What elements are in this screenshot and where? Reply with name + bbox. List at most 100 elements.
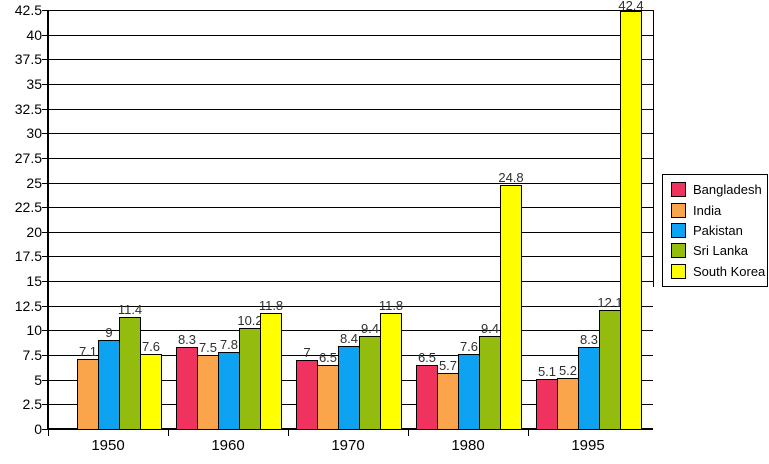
bar-label-pakistan-1960: 7.8 bbox=[219, 337, 239, 352]
y-axis-tick bbox=[42, 109, 49, 110]
bar-label-south-korea-1960: 11.8 bbox=[258, 298, 284, 313]
x-axis-category-label: 1970 bbox=[331, 437, 365, 454]
y-axis-tick bbox=[42, 59, 49, 60]
x-axis-category-label: 1980 bbox=[451, 437, 485, 454]
y-axis-tick-label: 7.5 bbox=[22, 347, 42, 363]
gridline bbox=[48, 133, 653, 134]
bar-sri-lanka-1980 bbox=[479, 336, 501, 430]
y-axis-tick-label: 0 bbox=[34, 421, 42, 437]
bar-bangladesh-1995 bbox=[536, 379, 558, 430]
bar-label-india-1950: 7.1 bbox=[78, 344, 98, 359]
y-axis-tick bbox=[42, 306, 49, 307]
legend: Bangladesh India Pakistan Sri Lanka South Ko… bbox=[662, 174, 768, 287]
legend-label: Bangladesh bbox=[693, 182, 762, 198]
bar-label-india-1980: 5.7 bbox=[438, 358, 458, 373]
bar-india-1995 bbox=[557, 378, 579, 430]
bar-bangladesh-1960 bbox=[176, 347, 198, 430]
bar-label-india-1995: 5.2 bbox=[558, 363, 578, 378]
y-axis-tick bbox=[42, 158, 49, 159]
bar-sri-lanka-1970 bbox=[359, 336, 381, 430]
gridline bbox=[48, 158, 653, 159]
bar-label-south-korea-1950: 7.6 bbox=[141, 339, 161, 354]
x-axis-category-label: 1960 bbox=[211, 437, 245, 454]
bar-label-bangladesh-1980: 6.5 bbox=[417, 350, 437, 365]
bar-label-south-korea-1970: 11.8 bbox=[378, 298, 404, 313]
y-axis-tick-label: 37.5 bbox=[14, 51, 42, 67]
y-axis-tick-label: 30 bbox=[26, 125, 42, 141]
x-axis-tick bbox=[288, 429, 289, 436]
bar-pakistan-1995 bbox=[578, 347, 600, 430]
legend-swatch-pakistan bbox=[671, 222, 686, 238]
bar-label-sri-lanka-1960: 10.2 bbox=[237, 313, 263, 328]
gridline bbox=[48, 256, 653, 257]
y-axis-tick bbox=[42, 355, 49, 356]
gridline bbox=[48, 330, 653, 331]
y-axis-tick-label: 10 bbox=[26, 322, 42, 338]
x-axis-category-label: 1950 bbox=[91, 437, 125, 454]
y-axis-tick-label: 15 bbox=[26, 273, 42, 289]
y-axis-tick bbox=[42, 429, 49, 430]
bar-south-korea-1995 bbox=[620, 11, 642, 430]
gridline bbox=[48, 10, 653, 11]
bar-pakistan-1950 bbox=[98, 340, 120, 430]
bar-south-korea-1970 bbox=[380, 313, 402, 430]
y-axis-tick bbox=[42, 281, 49, 282]
legend-label: Sri Lanka bbox=[693, 243, 748, 259]
y-axis-tick-label: 17.5 bbox=[14, 248, 42, 264]
y-axis-tick-label: 5 bbox=[34, 372, 42, 388]
x-axis-tick bbox=[48, 429, 49, 436]
bar-label-bangladesh-1995: 5.1 bbox=[537, 364, 557, 379]
bar-india-1950 bbox=[77, 359, 99, 430]
legend-label: South Korea bbox=[693, 263, 766, 279]
bar-india-1980 bbox=[437, 373, 459, 430]
bar-label-sri-lanka-1980: 9.4 bbox=[480, 321, 500, 336]
plot-right-border bbox=[653, 10, 654, 287]
y-axis-tick-label: 25 bbox=[26, 175, 42, 191]
bar-south-korea-1960 bbox=[260, 313, 282, 430]
bar-label-sri-lanka-1950: 11.4 bbox=[117, 302, 143, 317]
bar-bangladesh-1970 bbox=[296, 360, 318, 430]
bar-label-south-korea-1980: 24.8 bbox=[498, 170, 524, 185]
bar-label-bangladesh-1960: 8.3 bbox=[177, 332, 197, 347]
legend-swatch-india bbox=[671, 202, 686, 218]
bar-label-sri-lanka-1970: 9.4 bbox=[360, 321, 380, 336]
y-axis-tick bbox=[42, 404, 49, 405]
bar-pakistan-1960 bbox=[218, 352, 240, 430]
gridline bbox=[48, 109, 653, 110]
y-axis-tick bbox=[42, 183, 49, 184]
gridline bbox=[48, 84, 653, 85]
bar-label-india-1970: 6.5 bbox=[318, 350, 338, 365]
y-axis-tick bbox=[42, 10, 49, 11]
y-axis-tick-label: 12.5 bbox=[14, 298, 42, 314]
legend-swatch-sri-lanka bbox=[671, 243, 686, 259]
gridline bbox=[48, 232, 653, 233]
legend-swatch-bangladesh bbox=[671, 182, 686, 198]
bar-sri-lanka-1950 bbox=[119, 317, 141, 430]
legend-label: Pakistan bbox=[693, 222, 743, 238]
bar-sri-lanka-1960 bbox=[239, 328, 261, 430]
x-axis-tick bbox=[408, 429, 409, 436]
y-axis-tick-label: 32.5 bbox=[14, 101, 42, 117]
y-axis-tick-label: 22.5 bbox=[14, 199, 42, 215]
bar-india-1970 bbox=[317, 365, 339, 430]
gridline bbox=[48, 183, 653, 184]
x-axis-category-label: 1995 bbox=[571, 437, 605, 454]
bar-sri-lanka-1995 bbox=[599, 310, 621, 430]
bar-label-pakistan-1995: 8.3 bbox=[579, 332, 599, 347]
bar-india-1960 bbox=[197, 355, 219, 430]
legend-item: Sri Lanka bbox=[671, 243, 763, 259]
y-axis-tick bbox=[42, 256, 49, 257]
gridline bbox=[48, 306, 653, 307]
y-axis-tick bbox=[42, 232, 49, 233]
legend-item: South Korea bbox=[671, 263, 766, 279]
bar-pakistan-1970 bbox=[338, 346, 360, 430]
legend-item: India bbox=[671, 202, 763, 218]
y-axis-line bbox=[47, 10, 49, 430]
x-axis-tick bbox=[528, 429, 529, 436]
y-axis-tick bbox=[42, 35, 49, 36]
y-axis-tick bbox=[42, 330, 49, 331]
legend-label: India bbox=[693, 202, 722, 218]
gridline bbox=[48, 59, 653, 60]
gridline bbox=[48, 35, 653, 36]
